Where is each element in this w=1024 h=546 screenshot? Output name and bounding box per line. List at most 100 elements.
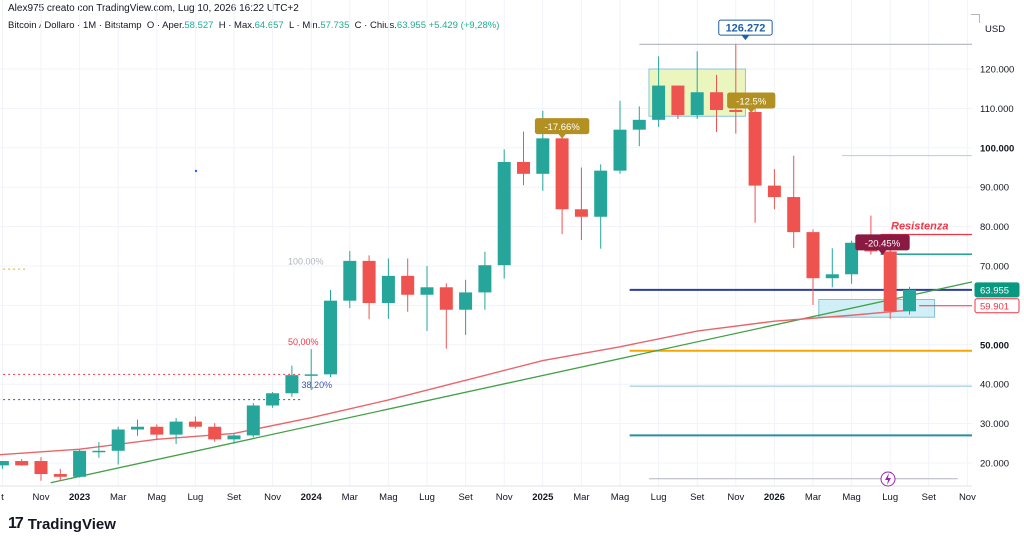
- candle: [767, 169, 781, 210]
- candle: [845, 240, 859, 284]
- time-tick-label: Lug: [187, 492, 203, 503]
- time-tick-label: Mar: [342, 492, 358, 503]
- time-tick-label: Mag: [611, 492, 629, 503]
- candle: [15, 459, 29, 466]
- fib-level-label: 38,20%: [302, 380, 333, 390]
- time-tick-label: Mag: [842, 492, 860, 503]
- candle-body: [825, 274, 839, 279]
- high-key: Max.: [234, 20, 255, 31]
- time-tick-label: Nov: [33, 492, 50, 503]
- tradingview-mark-icon: 17: [8, 515, 24, 532]
- symbol-name[interactable]: Bitcoin / Dollaro · 1M · Bitstamp: [8, 20, 142, 31]
- candle-body: [111, 429, 125, 451]
- callout-text: -17.66%: [544, 122, 580, 133]
- callout-text: -12.5%: [736, 97, 767, 108]
- callout-pointer: [747, 108, 756, 114]
- time-tick-label: Set: [227, 492, 242, 503]
- candle-body: [343, 260, 357, 301]
- candle: [594, 164, 608, 249]
- candle: [266, 392, 280, 408]
- price-axis[interactable]: USD20.00030.00040.00050.00060.00070.0008…: [972, 0, 1024, 546]
- time-tick-label: Lug: [882, 492, 898, 503]
- time-tick-label: Mar: [573, 492, 589, 503]
- ohlc-high: H · Max.64.657: [218, 20, 284, 31]
- candle-body: [671, 85, 685, 116]
- candle-body: [652, 85, 666, 120]
- brand-name: TradingView: [27, 515, 116, 533]
- resistance-label: Resistenza: [891, 220, 948, 232]
- time-tick-label: Nov: [727, 492, 744, 503]
- candle: [671, 85, 685, 120]
- change-value: +5.429 (+9,28%): [428, 20, 500, 31]
- candle: [188, 416, 202, 429]
- candlestick-series: [0, 44, 916, 481]
- price-tick-label: 100.000: [980, 143, 1014, 154]
- candle: [652, 56, 666, 127]
- candle: [787, 155, 801, 248]
- horizontal-levels: Resistenza: [0, 43, 972, 480]
- ohlc-close: C · Chius.63.955 +5.429 (+9,28%): [354, 20, 500, 31]
- candle: [478, 251, 492, 310]
- fib-level-label: 100.00%: [288, 256, 324, 266]
- callout-pointer: [741, 35, 750, 41]
- candle: [401, 258, 415, 312]
- time-tick-label: Set: [922, 492, 937, 503]
- chart-extras: [194, 169, 896, 487]
- ohlc-open: O · Aper.58.527: [146, 20, 214, 31]
- candle-body: [594, 170, 608, 217]
- candle-body: [613, 129, 627, 171]
- candle-body: [150, 426, 164, 435]
- candle: [343, 251, 357, 309]
- candle-body: [439, 287, 453, 310]
- candle: [555, 137, 569, 235]
- close-key: Chius.: [369, 20, 397, 31]
- price-badge-text: 63.955: [980, 285, 1009, 296]
- callouts: -17.66% -12.5% -20.45% 126.272: [534, 19, 910, 255]
- candle-body: [92, 450, 106, 453]
- high-value: 64.657: [254, 20, 284, 31]
- candle-body: [883, 251, 897, 312]
- price-tick-label: 70.000: [980, 262, 1009, 273]
- time-tick-label: 2023: [69, 492, 90, 503]
- candle-body: [188, 421, 202, 427]
- open-key: Aper.: [162, 20, 185, 31]
- candle: [53, 468, 67, 481]
- time-tick-label: Set: [690, 492, 705, 503]
- candle-body: [53, 474, 67, 477]
- time-tick-label: Set: [458, 492, 473, 503]
- candle: [574, 167, 588, 240]
- candle: [748, 104, 762, 223]
- candle-body: [767, 185, 781, 198]
- time-axis[interactable]: t Nov 2023 Mar Mag Lug Set Nov 2024 Mar Mag Lug Set N…: [0, 485, 976, 503]
- time-tick-label: t: [1, 492, 4, 503]
- low-label: L: [288, 20, 294, 31]
- price-tick-label: 120.000: [980, 65, 1014, 76]
- candle-body: [632, 119, 646, 130]
- candle-body: [517, 161, 530, 174]
- price-tick-label: 80.000: [980, 222, 1009, 233]
- candle: [324, 290, 337, 378]
- candle-body: [710, 92, 723, 110]
- candle: [381, 258, 395, 319]
- candle: [710, 74, 723, 133]
- candle: [246, 403, 260, 438]
- candle: [459, 279, 473, 335]
- candle-body: [748, 111, 762, 186]
- time-tick-label: Mar: [805, 492, 821, 503]
- candle: [729, 44, 743, 134]
- candle-body: [73, 450, 87, 477]
- tradingview-logo[interactable]: 17 TradingView: [8, 515, 116, 533]
- open-label: O: [146, 20, 155, 31]
- candle-body: [787, 197, 801, 233]
- price-badge-text: 59.901: [980, 301, 1009, 312]
- candle-body: [285, 375, 299, 394]
- candle: [92, 442, 106, 458]
- candle-body: [169, 421, 183, 435]
- candle-body: [208, 426, 222, 440]
- price-axis-bg: [972, 0, 1024, 546]
- callout: -12.5%: [727, 92, 776, 114]
- open-value: 58.527: [184, 20, 214, 31]
- candle-body: [729, 109, 743, 112]
- callout-text: 126.272: [726, 23, 766, 35]
